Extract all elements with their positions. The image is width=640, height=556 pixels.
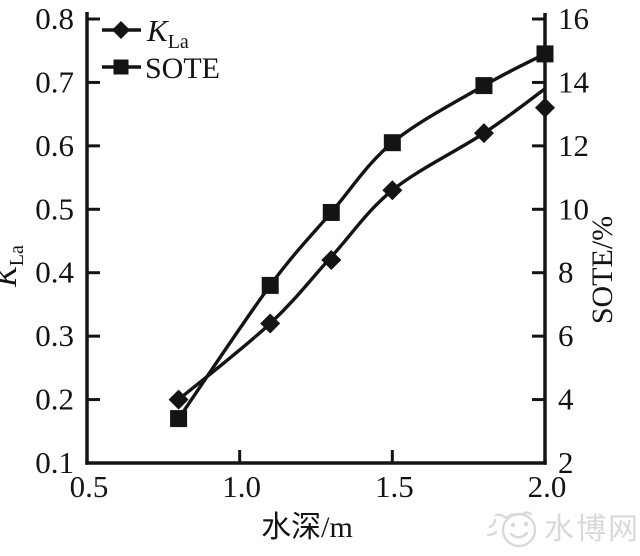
y-left-tick-label: 0.2 xyxy=(35,382,74,417)
x-tick-label: 1.5 xyxy=(375,469,414,504)
marker-diamond-kla xyxy=(382,180,403,201)
x-axis-title: 水深/m xyxy=(261,511,353,544)
marker-diamond-kla xyxy=(321,250,342,271)
y-right-tick-label: 14 xyxy=(558,64,590,99)
y-right-tick-label: 2 xyxy=(558,445,574,480)
marker-square-sote xyxy=(536,45,554,63)
y-left-tick-label: 0.3 xyxy=(35,318,74,353)
legend-marker-sote xyxy=(113,59,129,75)
legend-marker-kla xyxy=(112,21,130,39)
y-left-tick-label: 0.5 xyxy=(35,191,74,226)
y-left-tick-label: 0.8 xyxy=(35,1,74,36)
marker-square-sote xyxy=(383,134,401,152)
x-tick-label: 1.0 xyxy=(222,469,261,504)
marker-square-sote xyxy=(475,77,493,95)
x-tick-label: 0.5 xyxy=(70,469,109,504)
y-left-tick-label: 0.1 xyxy=(35,445,74,480)
y-axis-right-title: SOTE/% xyxy=(586,216,619,324)
marker-diamond-kla xyxy=(473,123,494,144)
y-left-tick-label: 0.4 xyxy=(35,255,74,290)
y-right-tick-label: 12 xyxy=(558,128,589,163)
x-tick-label: 2.0 xyxy=(528,469,567,504)
series-line-sote xyxy=(177,52,546,420)
y-left-tick-label: 0.6 xyxy=(35,128,74,163)
y-right-tick-label: 6 xyxy=(558,318,574,353)
marker-diamond-kla xyxy=(535,97,555,118)
y-axis-left-title: KLa xyxy=(0,245,28,288)
marker-square-sote xyxy=(261,276,279,294)
marker-square-sote xyxy=(170,410,188,428)
y-left-tick-label: 0.7 xyxy=(35,64,74,99)
legend-label-kla: KLa xyxy=(146,13,189,53)
y-right-tick-label: 16 xyxy=(558,1,589,36)
y-right-tick-label: 10 xyxy=(558,191,589,226)
marker-diamond-kla xyxy=(260,313,281,334)
y-right-tick-label: 4 xyxy=(558,382,574,417)
legend-label-sote: SOTE xyxy=(145,52,220,85)
marker-diamond-kla xyxy=(168,389,189,410)
marker-square-sote xyxy=(322,203,340,221)
y-right-tick-label: 8 xyxy=(558,255,574,290)
